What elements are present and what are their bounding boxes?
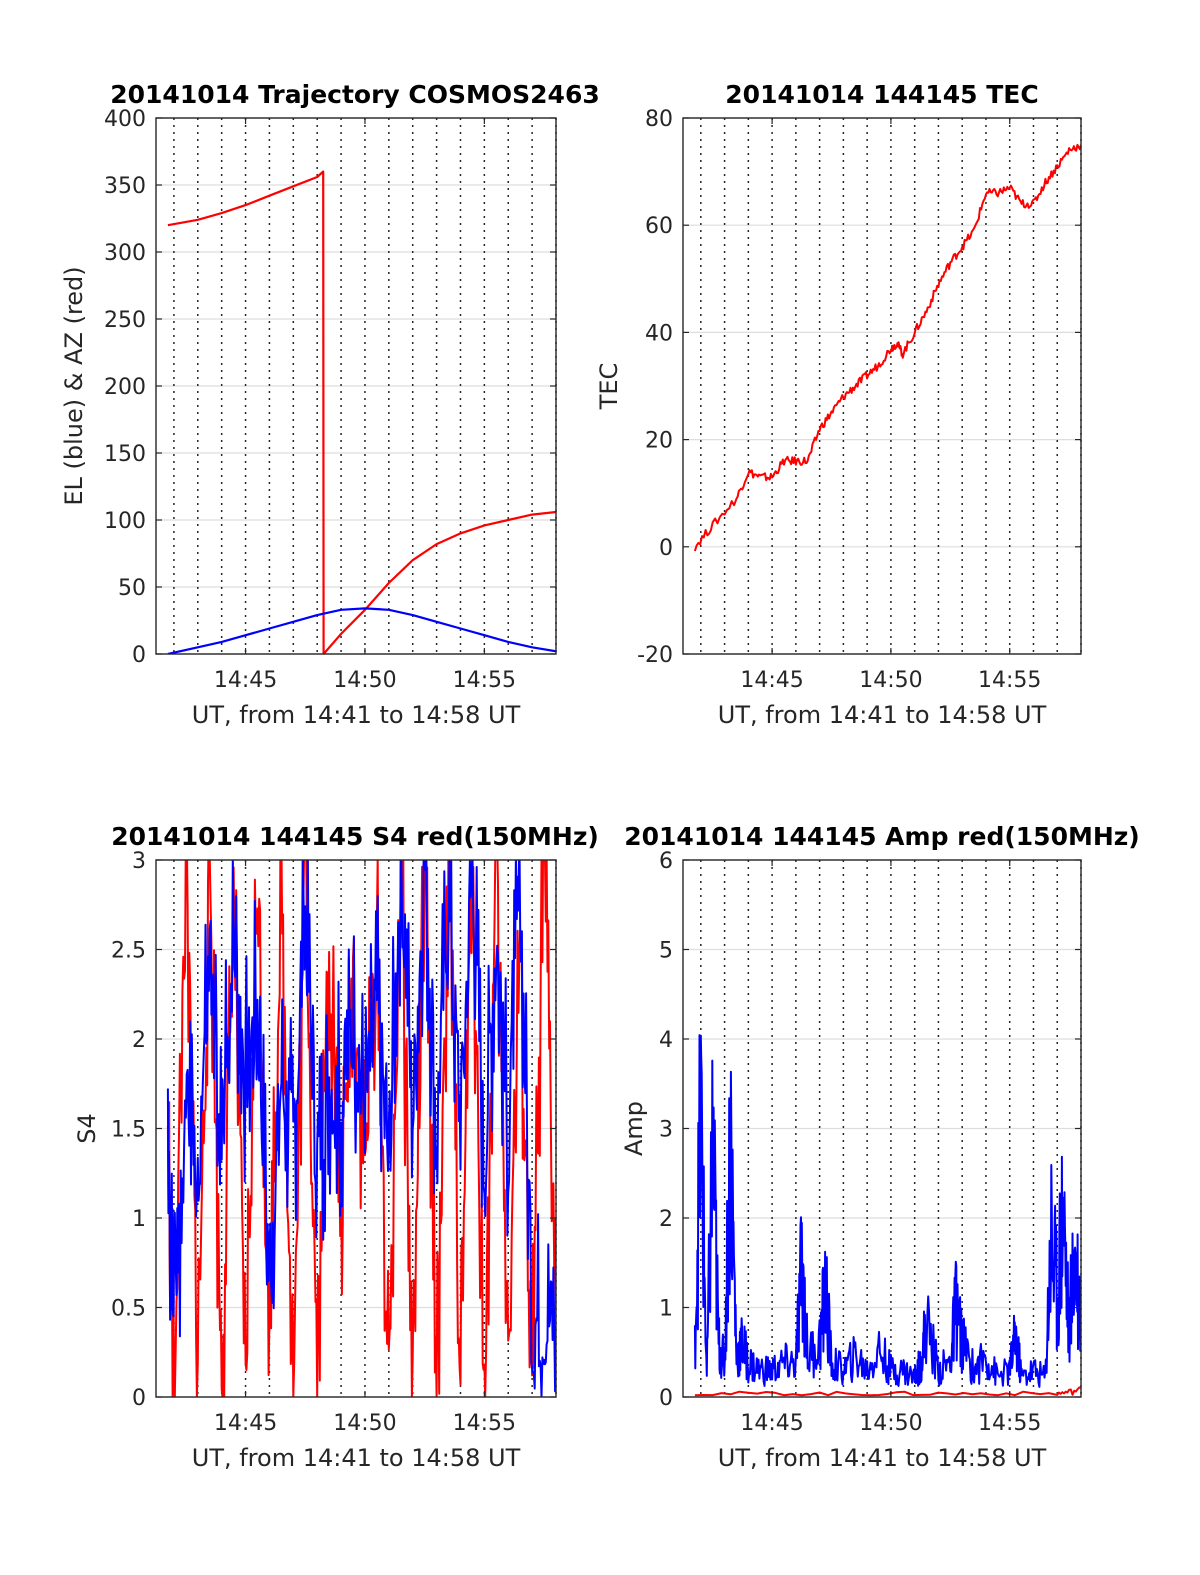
chart-panel-trajectory: 0 50 100 150 200 250 300 350 400 14:45 14:50 14:55 2… <box>60 80 600 729</box>
series-line-1 <box>693 1034 1081 1388</box>
y-tick-label: 0 <box>659 536 673 561</box>
y-tick-label: 50 <box>118 576 146 601</box>
series-line-0 <box>167 170 556 654</box>
chart-panel-tec: -20 0 20 40 60 80 14:45 14:50 14:55 20141014 1441… <box>595 80 1082 729</box>
x-tick-label: 14:45 <box>740 668 803 693</box>
y-tick-label: 300 <box>104 241 146 266</box>
axes-frame <box>682 117 1082 655</box>
y-tick-label: 60 <box>645 214 673 239</box>
y-tick-label: 0 <box>132 643 146 668</box>
series-line-0 <box>694 1386 1081 1397</box>
y-axis-label: EL (blue) & AZ (red) <box>60 266 88 505</box>
x-tick-label: 14:50 <box>333 1411 396 1436</box>
y-tick-label: 2.5 <box>111 939 146 964</box>
y-tick-label: 100 <box>104 509 146 534</box>
series-line-1 <box>167 607 556 654</box>
x-axis-label: UT, from 14:41 to 14:58 UT <box>192 701 521 729</box>
x-tick-label: 14:55 <box>978 1411 1041 1436</box>
y-tick-label: 40 <box>645 321 673 346</box>
x-tick-label: 14:45 <box>214 668 277 693</box>
y-tick-label: 1 <box>659 1297 673 1322</box>
y-tick-label: 200 <box>104 375 146 400</box>
x-tick-label: 14:45 <box>740 1411 803 1436</box>
y-tick-label: -20 <box>637 643 673 668</box>
y-axis-label: TEC <box>595 363 623 411</box>
y-tick-label: 5 <box>659 939 673 964</box>
y-tick-label: 6 <box>659 849 673 874</box>
series-line-1 <box>166 860 556 1397</box>
y-tick-label: 1 <box>132 1207 146 1232</box>
x-tick-label: 14:55 <box>453 1411 516 1436</box>
x-tick-label: 14:55 <box>453 668 516 693</box>
y-tick-label: 2 <box>132 1028 146 1053</box>
y-axis-label: Amp <box>620 1101 648 1156</box>
series-line-0 <box>693 143 1081 552</box>
x-tick-label: 14:50 <box>859 668 922 693</box>
y-tick-label: 3 <box>132 849 146 874</box>
y-tick-label: 3 <box>659 1118 673 1143</box>
chart-title: 20141014 144145 TEC <box>725 80 1038 109</box>
chart-panel-amp: 0 1 2 3 4 5 6 14:45 14:50 14:55 20141014 144145 Am… <box>620 822 1140 1472</box>
y-tick-label: 2 <box>659 1207 673 1232</box>
y-tick-label: 0 <box>659 1386 673 1411</box>
y-tick-label: 20 <box>645 429 673 454</box>
y-tick-label: 150 <box>104 442 146 467</box>
y-tick-label: 0.5 <box>111 1297 146 1322</box>
x-axis-label: UT, from 14:41 to 14:58 UT <box>718 1444 1047 1472</box>
y-tick-label: 250 <box>104 308 146 333</box>
y-tick-label: 80 <box>645 107 673 132</box>
x-tick-label: 14:55 <box>978 668 1041 693</box>
y-tick-label: 1.5 <box>111 1118 146 1143</box>
y-tick-label: 350 <box>104 174 146 199</box>
y-tick-label: 400 <box>104 107 146 132</box>
x-tick-label: 14:50 <box>859 1411 922 1436</box>
x-tick-label: 14:50 <box>333 668 396 693</box>
chart-title: 20141014 Trajectory COSMOS2463 <box>110 80 600 109</box>
y-tick-label: 4 <box>659 1028 673 1053</box>
x-axis-label: UT, from 14:41 to 14:58 UT <box>192 1444 521 1472</box>
y-axis-label: S4 <box>73 1113 101 1144</box>
y-tick-label: 0 <box>132 1386 146 1411</box>
x-axis-label: UT, from 14:41 to 14:58 UT <box>718 701 1047 729</box>
chart-title: 20141014 144145 Amp red(150MHz) <box>624 822 1140 851</box>
chart-title: 20141014 144145 S4 red(150MHz) <box>111 822 599 851</box>
x-tick-label: 14:45 <box>214 1411 277 1436</box>
chart-panel-s4: 0 0.5 1 1.5 2 2.5 3 14:45 14:50 14:55 20141014 144… <box>73 822 599 1472</box>
